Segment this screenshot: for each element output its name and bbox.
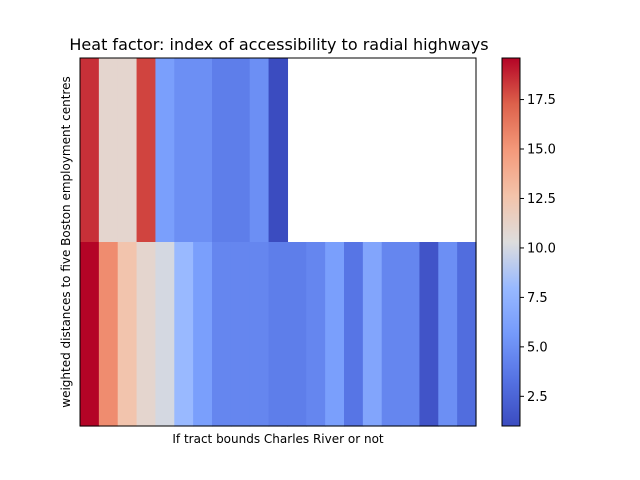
- heatmap-cell: [136, 242, 157, 427]
- heatmap-cell: [362, 242, 383, 427]
- colorbar-tick-label: 2.5: [527, 390, 548, 405]
- y-axis-label: weighted distances to five Boston employ…: [59, 76, 73, 407]
- colorbar-tick-label: 17.5: [527, 93, 556, 108]
- heatmap-cell: [268, 242, 289, 427]
- heatmap-cell: [287, 242, 307, 427]
- heatmap-cell: [438, 242, 458, 427]
- heatmap-cell: [306, 242, 326, 427]
- heatmap-cell: [344, 242, 364, 427]
- heatmap-cell: [155, 242, 175, 427]
- heatmap-cell: [174, 58, 194, 243]
- chart-title: Heat factor: index of accessibility to r…: [69, 35, 488, 54]
- heatmap-cell: [457, 242, 477, 427]
- heatmap-cell: [193, 242, 213, 427]
- heatmap-cell: [155, 58, 175, 243]
- plot-frame: [79, 57, 477, 427]
- heatmap-cell: [98, 58, 119, 243]
- colorbar-tick-label: 12.5: [527, 192, 556, 207]
- heatmap-cells: [80, 58, 477, 427]
- heatmap-cell: [212, 242, 232, 427]
- heatmap-cell: [325, 242, 345, 427]
- heatmap-cell: [230, 58, 251, 243]
- heatmap-cell: [381, 242, 402, 427]
- heatmap-cell: [117, 58, 138, 243]
- colorbar-ticks: 2.5 5.0 7.5 10.0 12.5 15.0 17.5: [520, 93, 556, 405]
- colorbar-tick-label: 15.0: [527, 143, 556, 158]
- heatmap-cell: [419, 242, 439, 427]
- heatmap-cell: [80, 242, 100, 427]
- heatmap-cell: [117, 242, 138, 427]
- heatmap-cell: [212, 58, 232, 243]
- heatmap-cell: [230, 242, 251, 427]
- heatmap-cell: [193, 58, 213, 243]
- colorbar: [501, 57, 521, 427]
- heatmap-cell: [249, 58, 270, 243]
- heatmap-cell: [268, 58, 289, 243]
- heatmap-cell: [98, 242, 119, 427]
- colorbar-tick-label: 5.0: [527, 340, 548, 355]
- heatmap-cell: [174, 242, 194, 427]
- heatmap-cell: [136, 58, 157, 243]
- heatmap-cell: [80, 58, 100, 243]
- colorbar-tick-label: 10.0: [527, 241, 556, 256]
- x-axis-label: If tract bounds Charles River or not: [172, 432, 384, 446]
- heatmap-cell: [400, 242, 421, 427]
- colorbar-tick-label: 7.5: [527, 291, 548, 306]
- heatmap-cell: [249, 242, 270, 427]
